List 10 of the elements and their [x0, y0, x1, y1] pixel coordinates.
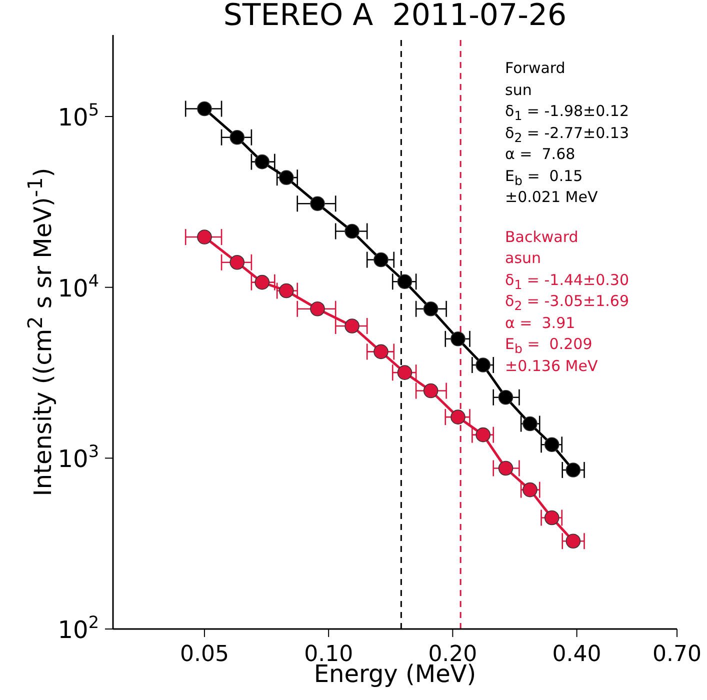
- y-tick-label: 10$^{5}$: [58, 100, 99, 132]
- x-tick-label: 0.70: [652, 642, 702, 667]
- chart-title: STEREO A 2011-07-26: [222, 0, 568, 33]
- y-tick-label: 10$^{3}$: [58, 441, 99, 474]
- y-tick-label: 10$^{2}$: [58, 612, 99, 644]
- y-tick-label: 10$^{4}$: [58, 270, 99, 302]
- x-tick-label: 0.40: [552, 642, 602, 667]
- text: Backward asun δ$_{1}$ = -1.44±0.30 δ$_{2}$ = -3.05±1.69 α = 3.91 E$_{b}$ = 0.209 ±0.136 MeV: [505, 228, 630, 374]
- x-tick-label: 0.05: [180, 642, 229, 667]
- text: Forward sun δ$_{1}$ = -1.98±0.12 δ$_{2}$ = -2.77±0.13 α = 7.68 E$_{b}$ = 0.15 ±0.021 MeV: [505, 59, 630, 206]
